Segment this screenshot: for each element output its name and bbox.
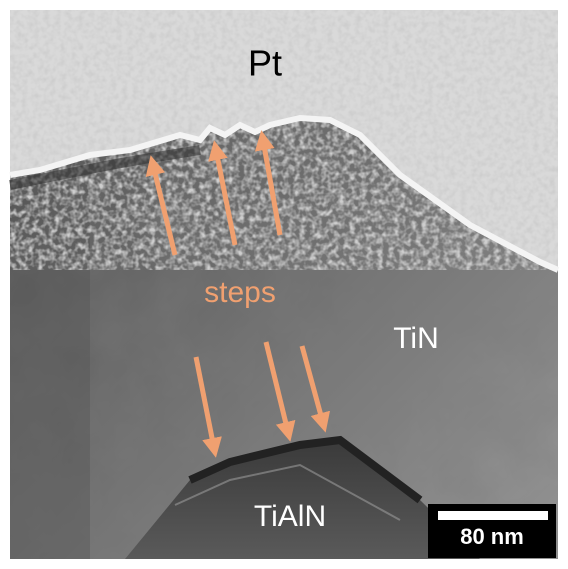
pt-label: Pt [248,43,282,84]
micrograph: Pt steps TiN TiAlN 80 nm [0,0,568,569]
tin-label: TiN [393,322,439,355]
page: Pt steps TiN TiAlN 80 nm (() => { const … [0,0,568,569]
tialn-label: TiAlN [254,500,326,533]
image-area [10,10,558,559]
scale-line [438,511,548,520]
scale-label: 80 nm [460,524,524,549]
scale-bar: 80 nm [428,504,556,558]
steps-label: steps [204,276,276,309]
